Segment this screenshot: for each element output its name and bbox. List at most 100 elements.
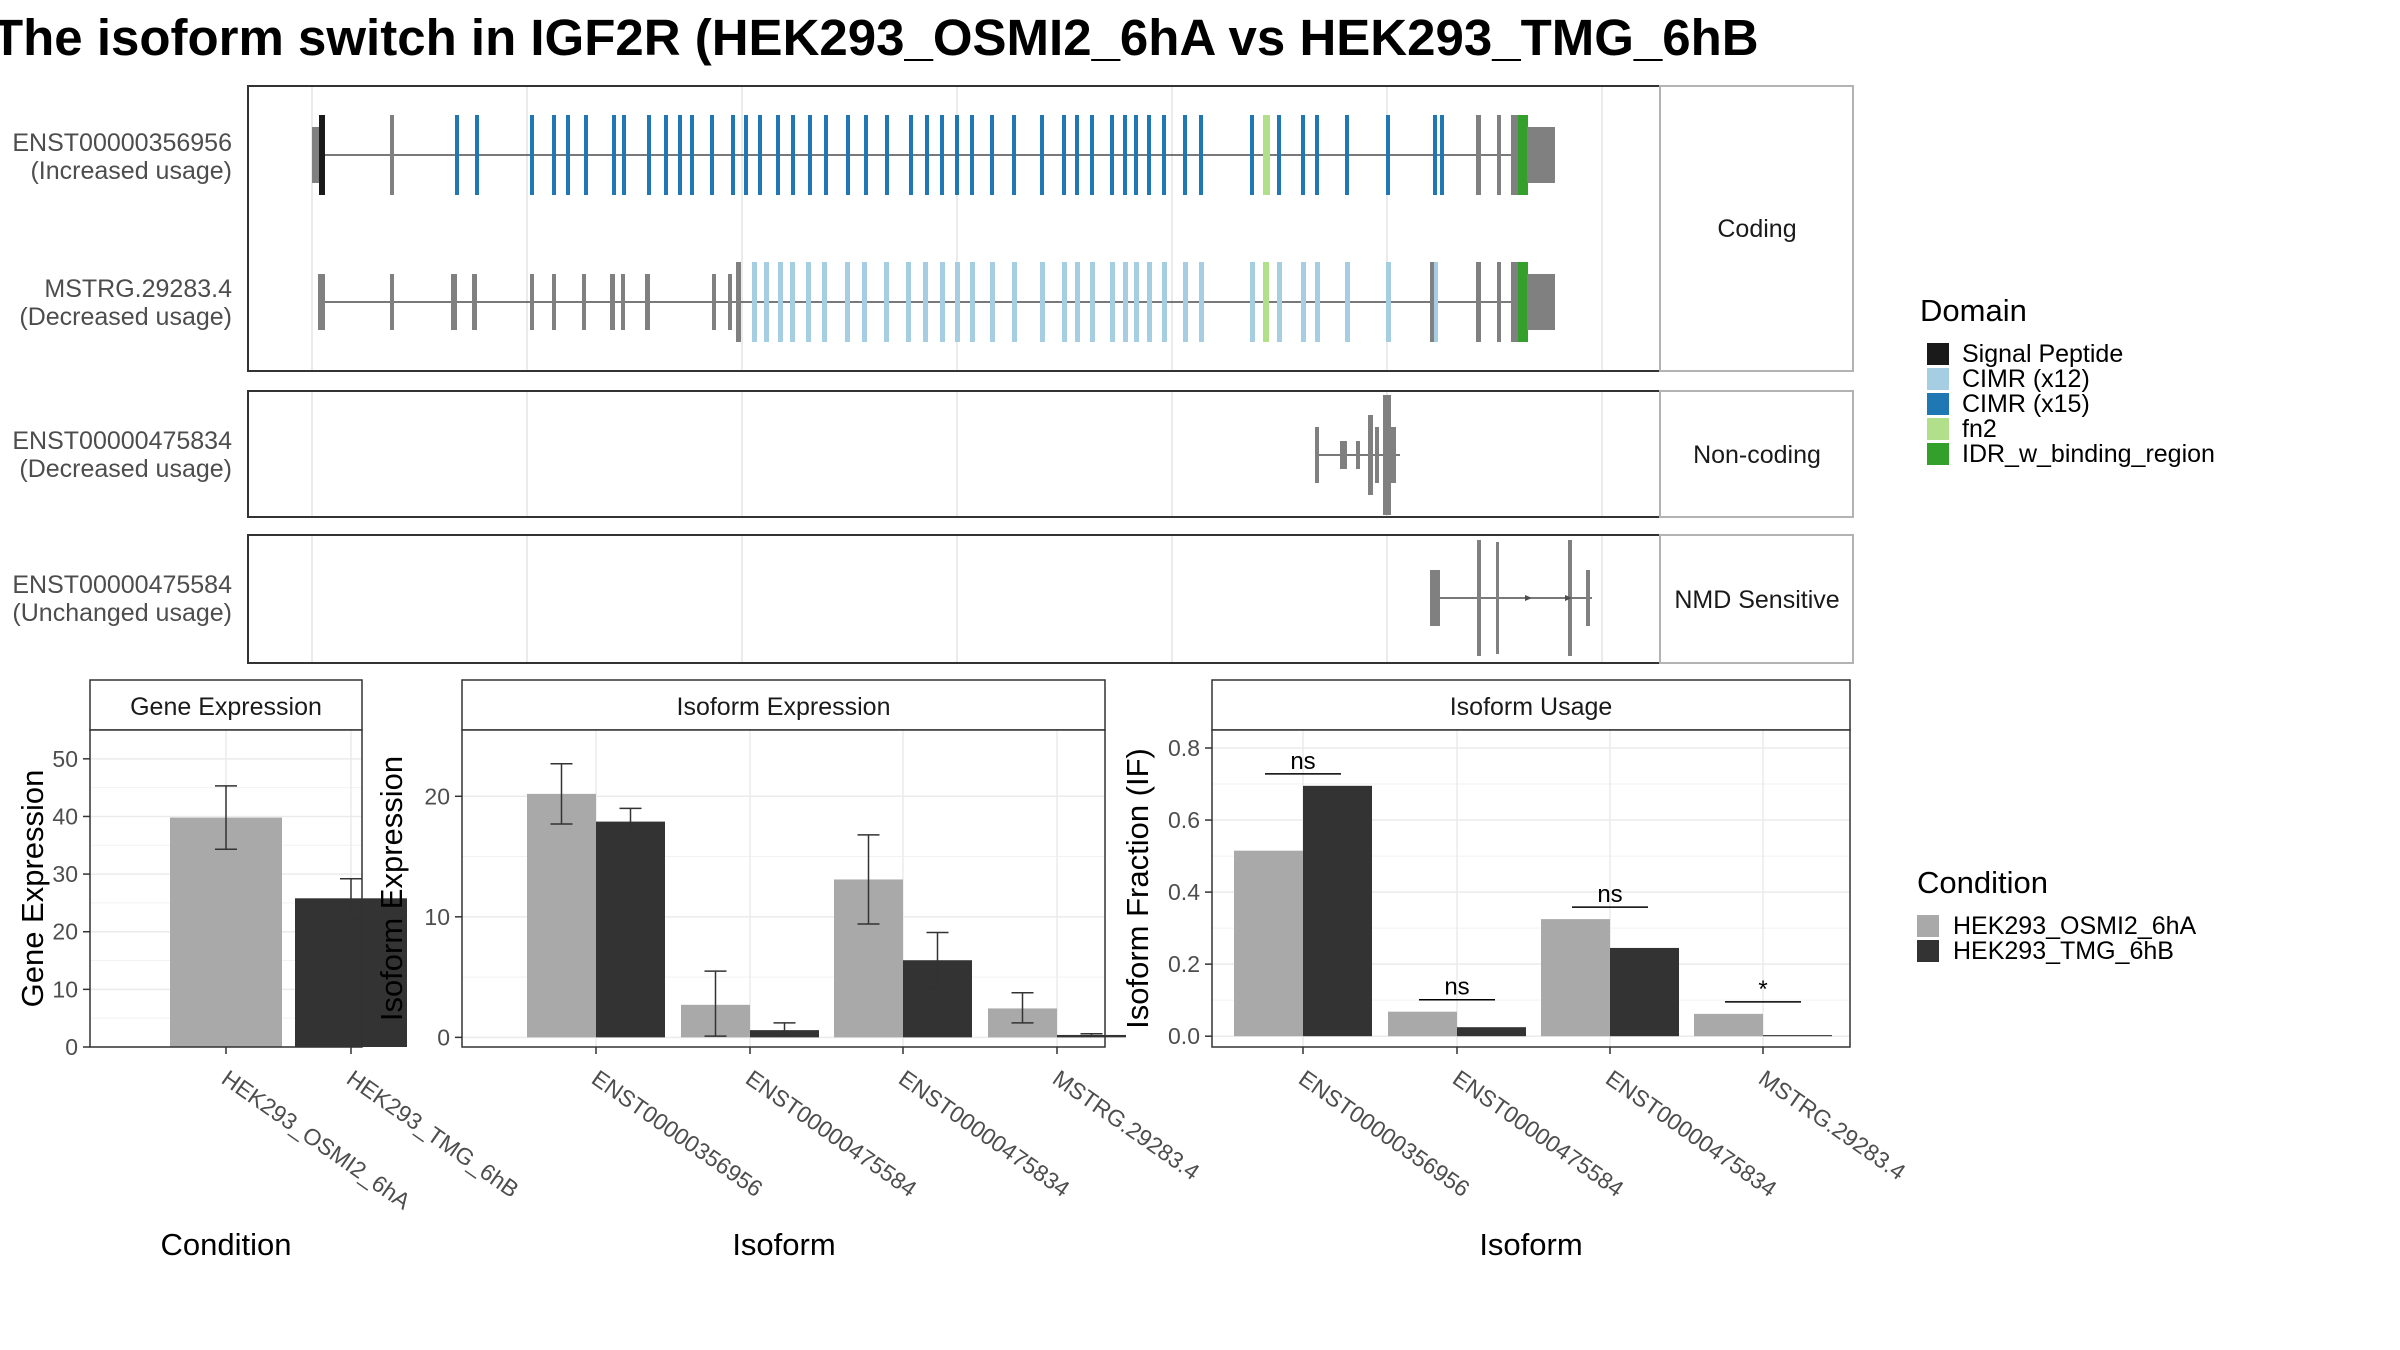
y-tick-label: 0.8: [1168, 735, 1200, 761]
exon: [1386, 262, 1391, 342]
y-tick-label: 40: [52, 803, 78, 829]
exon: [1199, 115, 1203, 195]
exon: [1356, 441, 1360, 469]
exon: [990, 115, 994, 195]
exon: [530, 274, 534, 330]
exon: [1430, 262, 1434, 342]
y-tick-label: 0: [437, 1024, 450, 1050]
x-axis-title: Isoform: [1479, 1227, 1582, 1262]
significance-label: ns: [1290, 748, 1315, 775]
exon: [1368, 415, 1373, 495]
exon: [584, 115, 588, 195]
exon: [455, 115, 459, 195]
strip-nmd: [1659, 534, 1854, 664]
y-axis-title: Gene Expression: [15, 770, 50, 1008]
bar: [1388, 1011, 1457, 1037]
exon: [885, 115, 889, 195]
exon: [318, 274, 325, 330]
track-label-id: MSTRG.29283.4: [44, 275, 232, 303]
exon: [1301, 262, 1306, 342]
exon: [1134, 115, 1138, 195]
exon: [1315, 262, 1320, 342]
exon: [552, 274, 556, 330]
exon: [824, 115, 828, 195]
track-label-usage: (Increased usage): [30, 157, 232, 185]
exon: [475, 115, 479, 195]
strip-label-nmd: NMD Sensitive: [1674, 586, 1839, 614]
exon: [319, 115, 325, 195]
legend-swatch-osmi2: [1917, 915, 1939, 937]
exon: [990, 262, 995, 342]
exon: [1497, 115, 1501, 195]
strip-label-noncoding: Non-coding: [1693, 441, 1821, 469]
noncoding-facet-panel: [247, 390, 1661, 518]
exon: [664, 115, 668, 195]
exon: [1497, 262, 1501, 342]
exon: [1062, 115, 1066, 195]
exon: [1476, 262, 1481, 342]
exon: [1527, 274, 1555, 330]
legend-swatch-fn2: [1927, 418, 1949, 440]
significance-label: ns: [1444, 974, 1469, 1001]
exon: [1315, 115, 1319, 195]
exon: [1345, 115, 1349, 195]
strip-coding: [1659, 85, 1854, 372]
bar: [1234, 850, 1303, 1037]
exon: [390, 274, 394, 330]
exon: [610, 274, 615, 330]
exon: [1110, 115, 1114, 195]
exon: [940, 262, 945, 342]
x-tick-label: MSTRG.29283.4: [1754, 1065, 1910, 1185]
exon: [906, 262, 911, 342]
legend-swatch-signal-peptide: [1927, 343, 1949, 365]
bar: [1694, 1013, 1763, 1037]
exon: [1075, 262, 1080, 342]
y-tick-label: 20: [424, 783, 450, 809]
exon: [845, 262, 850, 342]
bar: [527, 793, 596, 1038]
track-label-usage: (Decreased usage): [19, 303, 232, 331]
facet-strip-title: Isoform Usage: [1450, 693, 1613, 721]
facet-strip: [89, 679, 363, 731]
exon: [1496, 542, 1499, 654]
condition-legend: Condition HEK293_OSMI2_6hA HEK293_TMG_6h…: [1917, 865, 2197, 965]
legend-label: HEK293_TMG_6hB: [1953, 937, 2174, 965]
exon: [1123, 262, 1128, 342]
coding-facet-panel: [247, 85, 1661, 372]
exon: [312, 127, 322, 183]
bar: [295, 898, 407, 1047]
exon: [1012, 262, 1017, 342]
y-tick-label: 0.4: [1168, 879, 1200, 905]
exon: [1147, 115, 1151, 195]
exon: [690, 115, 694, 195]
exon: [1383, 395, 1391, 515]
exon: [923, 262, 928, 342]
legend-label: CIMR (x12): [1962, 365, 2090, 393]
exon: [1090, 115, 1094, 195]
domain-legend-title: Domain: [1920, 293, 2027, 328]
track-label-id: ENST00000475584: [12, 571, 232, 599]
exon: [1012, 115, 1016, 195]
exon: [752, 262, 757, 342]
exon: [1390, 427, 1396, 483]
exon: [1162, 115, 1166, 195]
facet-strip: [1211, 679, 1851, 731]
exon: [472, 274, 477, 330]
exon: [1263, 115, 1270, 195]
exon: [791, 115, 795, 195]
exon: [862, 262, 867, 342]
exon: [764, 262, 769, 342]
exon: [925, 115, 929, 195]
transcript-structure-panel: Coding Non-coding NMD Sensitive ENST0000…: [12, 85, 1854, 664]
y-axis-title: Isoform Fraction (IF): [1120, 748, 1155, 1029]
legend-label: fn2: [1962, 415, 1997, 443]
exon: [712, 274, 716, 330]
legend-label: IDR_w_binding_region: [1962, 440, 2215, 468]
condition-legend-title: Condition: [1917, 865, 2048, 900]
chart-2: Isoform Usagensnsns*0.00.20.40.60.8ENST0…: [1120, 679, 1911, 1262]
exon: [1527, 127, 1555, 183]
bar: [1763, 1035, 1832, 1037]
x-tick-label: MSTRG.29283.4: [1048, 1065, 1204, 1185]
exon: [1433, 115, 1437, 195]
exon: [808, 115, 812, 195]
